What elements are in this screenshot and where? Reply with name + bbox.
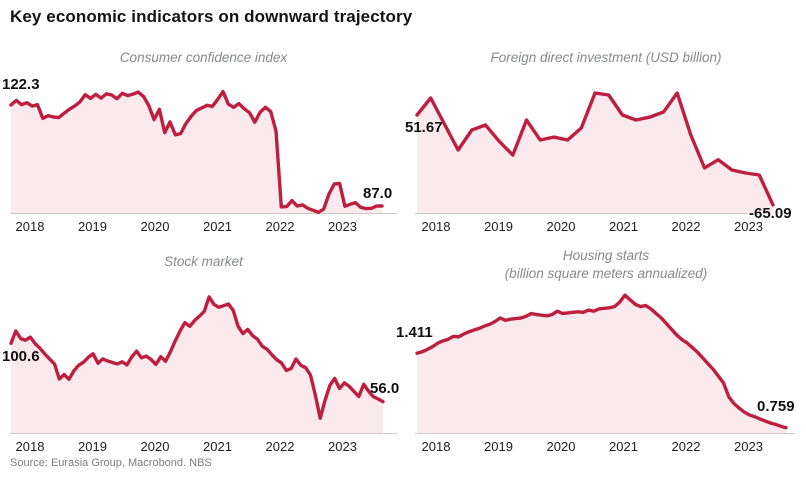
x-tick-label: 2021 bbox=[609, 219, 638, 234]
end-value-label-fdi: -65.09 bbox=[749, 205, 792, 222]
chart-title-consumer-confidence: Consumer confidence index bbox=[119, 50, 288, 65]
trend-line-1 bbox=[415, 91, 775, 207]
trend-line-0 bbox=[9, 89, 384, 215]
chart-title-fdi: Foreign direct investment (USD billion) bbox=[490, 50, 722, 65]
x-tick-label: 2019 bbox=[78, 439, 107, 454]
source-note: Source: Eurasia Group, Macrobond. NBS bbox=[10, 457, 212, 469]
x-tick-label: 2018 bbox=[15, 439, 45, 454]
x-tick-label: 2020 bbox=[140, 219, 170, 234]
x-tick-label: 2022 bbox=[671, 219, 701, 234]
x-tick-label: 2020 bbox=[140, 439, 170, 454]
chart-title-housing-starts: Housing starts bbox=[562, 248, 650, 263]
chart-subtitle-housing-starts: (billion square meters annualized) bbox=[504, 266, 708, 281]
x-tick-label: 2019 bbox=[78, 219, 107, 234]
x-tick-label: 2023 bbox=[328, 439, 357, 454]
x-tick-label: 2021 bbox=[203, 439, 232, 454]
x-tick-label: 2023 bbox=[734, 219, 763, 234]
x-tick-label: 2018 bbox=[421, 439, 451, 454]
x-tick-label: 2022 bbox=[265, 439, 295, 454]
x-tick-label: 2020 bbox=[546, 219, 576, 234]
x-tick-label: 2019 bbox=[484, 439, 513, 454]
trend-line-3 bbox=[415, 293, 788, 430]
end-value-label-cci: 87.0 bbox=[363, 185, 393, 202]
trend-line-2 bbox=[9, 295, 385, 420]
x-tick-label: 2021 bbox=[203, 219, 232, 234]
x-tick-label: 2023 bbox=[328, 219, 357, 234]
x-tick-label: 2022 bbox=[265, 219, 295, 234]
x-tick-label: 2018 bbox=[421, 219, 451, 234]
area-fill-1 bbox=[417, 93, 773, 214]
start-value-label-cci: 122.3 bbox=[2, 76, 40, 93]
area-fill-0 bbox=[11, 91, 382, 214]
end-value-label-housing: 0.759 bbox=[757, 398, 795, 415]
x-tick-label: 2019 bbox=[484, 219, 513, 234]
end-value-label-stock: 56.0 bbox=[370, 380, 400, 397]
x-tick-label: 2020 bbox=[546, 439, 576, 454]
x-tick-label: 2023 bbox=[734, 439, 763, 454]
page-title: Key economic indicators on downward traj… bbox=[10, 7, 413, 26]
x-tick-label: 2022 bbox=[671, 439, 701, 454]
chart-title-stock-market: Stock market bbox=[164, 254, 243, 269]
area-fill-2 bbox=[11, 296, 383, 434]
x-tick-label: 2018 bbox=[15, 219, 45, 234]
start-value-label-fdi: 51.67 bbox=[405, 119, 443, 136]
area-fill-3 bbox=[417, 295, 786, 434]
x-tick-label: 2021 bbox=[609, 439, 638, 454]
start-value-label-stock: 100.6 bbox=[2, 348, 40, 365]
start-value-label-housing: 1.411 bbox=[396, 324, 433, 341]
